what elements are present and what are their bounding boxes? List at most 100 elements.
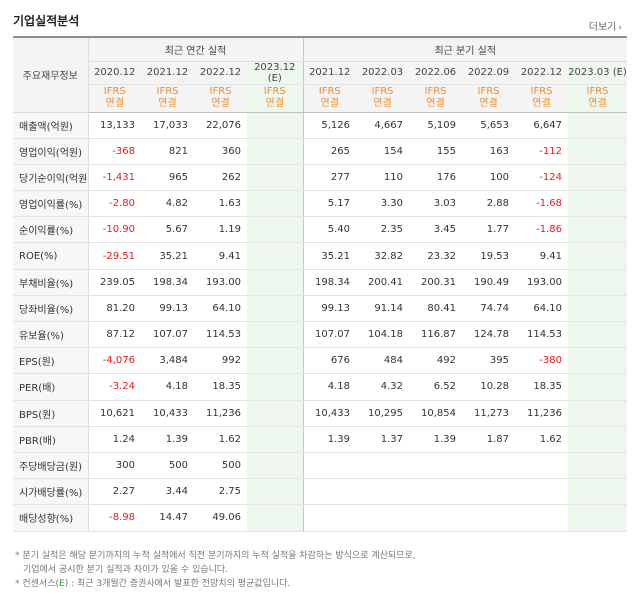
- ifrs-label: IFRS: [477, 86, 500, 97]
- table-cell: 4,667: [356, 112, 409, 139]
- table-cell: 1.63: [194, 190, 247, 218]
- table-cell: [568, 112, 627, 139]
- row-label: 배당성향(%): [13, 504, 89, 532]
- accounting-standard: IFRS 연결: [568, 84, 627, 113]
- table-cell: [303, 504, 356, 532]
- annual-group-header: 최근 연간 실적: [88, 37, 304, 62]
- table-cell: 35.21: [303, 242, 356, 270]
- table-cell: 1.39: [141, 426, 194, 453]
- table-cell: 10,621: [88, 400, 141, 427]
- footnote-2: 기업에서 공시한 분기 실적과 차이가 있을 수 있습니다.: [23, 565, 229, 575]
- table-cell: [568, 321, 627, 349]
- table-cell: [568, 373, 627, 401]
- table-cell: -4,076: [88, 347, 141, 375]
- table-cell: [247, 112, 304, 139]
- table-cell: -112: [515, 138, 568, 165]
- table-cell: 9.41: [515, 242, 568, 270]
- table-cell: 104.18: [356, 321, 409, 349]
- table-cell: 100: [462, 164, 515, 192]
- section-title: 기업실적분석: [13, 14, 80, 28]
- footnote-1: * 분기 실적은 해당 분기까지의 누적 실적에서 직전 분기까지의 누적 실적…: [15, 551, 416, 561]
- table-cell: 1.77: [462, 216, 515, 244]
- table-cell: [247, 504, 304, 532]
- consolidated-label: 연결: [105, 98, 124, 109]
- table-cell: 22,076: [194, 112, 247, 139]
- table-cell: [247, 347, 304, 375]
- table-cell: 2.35: [356, 216, 409, 244]
- table-cell: 5,109: [409, 112, 462, 139]
- consolidated-label: 연결: [211, 98, 230, 109]
- table-cell: [409, 504, 462, 532]
- table-cell: 3,484: [141, 347, 194, 375]
- table-row: 순이익률(%) -10.90 5.67 1.19 5.40 2.35 3.45 1.77 -1.…: [13, 216, 627, 244]
- table-cell: 3.44: [141, 478, 194, 506]
- table-cell: 91.14: [356, 295, 409, 323]
- table-cell: 6.52: [409, 373, 462, 401]
- table-cell: 965: [141, 164, 194, 192]
- accounting-standard: IFRS 연결: [462, 84, 515, 113]
- ifrs-label: IFRS: [371, 86, 394, 97]
- table-cell: 80.41: [409, 295, 462, 323]
- accounting-standard: IFRS 연결: [356, 84, 409, 113]
- accounting-standard: IFRS 연결: [141, 84, 194, 113]
- table-cell: 49.06: [194, 504, 247, 532]
- table-cell: 2.27: [88, 478, 141, 506]
- table-cell: 3.45: [409, 216, 462, 244]
- table-cell: [515, 478, 568, 506]
- table-cell: 9.41: [194, 242, 247, 270]
- table-row: PER(배) -3.24 4.18 18.35 4.18 4.32 6.52 10.28 18.…: [13, 373, 627, 401]
- table-row: 부채비율(%) 239.05 198.34 193.00 198.34 200.41 200…: [13, 269, 627, 296]
- table-cell: 500: [141, 452, 194, 480]
- table-cell: [568, 452, 627, 480]
- table-cell: 114.53: [515, 321, 568, 349]
- table-cell: [462, 504, 515, 532]
- accounting-standard: IFRS 연결: [247, 84, 304, 113]
- row-label: 순이익률(%): [13, 216, 89, 244]
- table-cell: [568, 504, 627, 532]
- table-cell: 10,433: [303, 400, 356, 427]
- table-cell: [247, 373, 304, 401]
- table-cell: 99.13: [141, 295, 194, 323]
- table-cell: 5.17: [303, 190, 356, 218]
- table-cell: [303, 452, 356, 480]
- table-cell: 200.41: [356, 269, 409, 296]
- period-header: 2020.12: [88, 61, 141, 85]
- table-cell: [568, 269, 627, 296]
- table-cell: 11,236: [515, 400, 568, 427]
- table-cell: 1.37: [356, 426, 409, 453]
- ifrs-label: IFRS: [156, 86, 179, 97]
- table-cell: 13,133: [88, 112, 141, 139]
- row-label: 부채비율(%): [13, 269, 89, 296]
- table-cell: [247, 216, 304, 244]
- table-cell: 3.03: [409, 190, 462, 218]
- table-cell: [568, 295, 627, 323]
- row-label: 주당배당금(원): [13, 452, 89, 480]
- table-cell: 1.62: [515, 426, 568, 453]
- table-cell: 81.20: [88, 295, 141, 323]
- table-cell: 114.53: [194, 321, 247, 349]
- consolidated-label: 연결: [479, 98, 498, 109]
- table-cell: [247, 295, 304, 323]
- table-cell: 1.19: [194, 216, 247, 244]
- table-cell: 4.82: [141, 190, 194, 218]
- row-label: ROE(%): [13, 242, 89, 270]
- consolidated-label: 연결: [426, 98, 445, 109]
- table-cell: 19.53: [462, 242, 515, 270]
- period-header: 2023.03 (E): [568, 61, 627, 85]
- accounting-standard: IFRS 연결: [409, 84, 462, 113]
- table-cell: 154: [356, 138, 409, 165]
- table-cell: 11,236: [194, 400, 247, 427]
- table-cell: 18.35: [515, 373, 568, 401]
- table-cell: 17,033: [141, 112, 194, 139]
- period-header: 2022.09: [462, 61, 515, 85]
- table-cell: 193.00: [515, 269, 568, 296]
- table-cell: 10,854: [409, 400, 462, 427]
- table-cell: 5,653: [462, 112, 515, 139]
- row-label: 영업이익(억원): [13, 138, 89, 165]
- table-cell: -3.24: [88, 373, 141, 401]
- ifrs-label: IFRS: [530, 86, 553, 97]
- ifrs-label: IFRS: [263, 86, 286, 97]
- more-link[interactable]: 더보기 ›: [589, 18, 622, 33]
- accounting-standard: IFRS 연결: [88, 84, 141, 113]
- table-cell: 1.62: [194, 426, 247, 453]
